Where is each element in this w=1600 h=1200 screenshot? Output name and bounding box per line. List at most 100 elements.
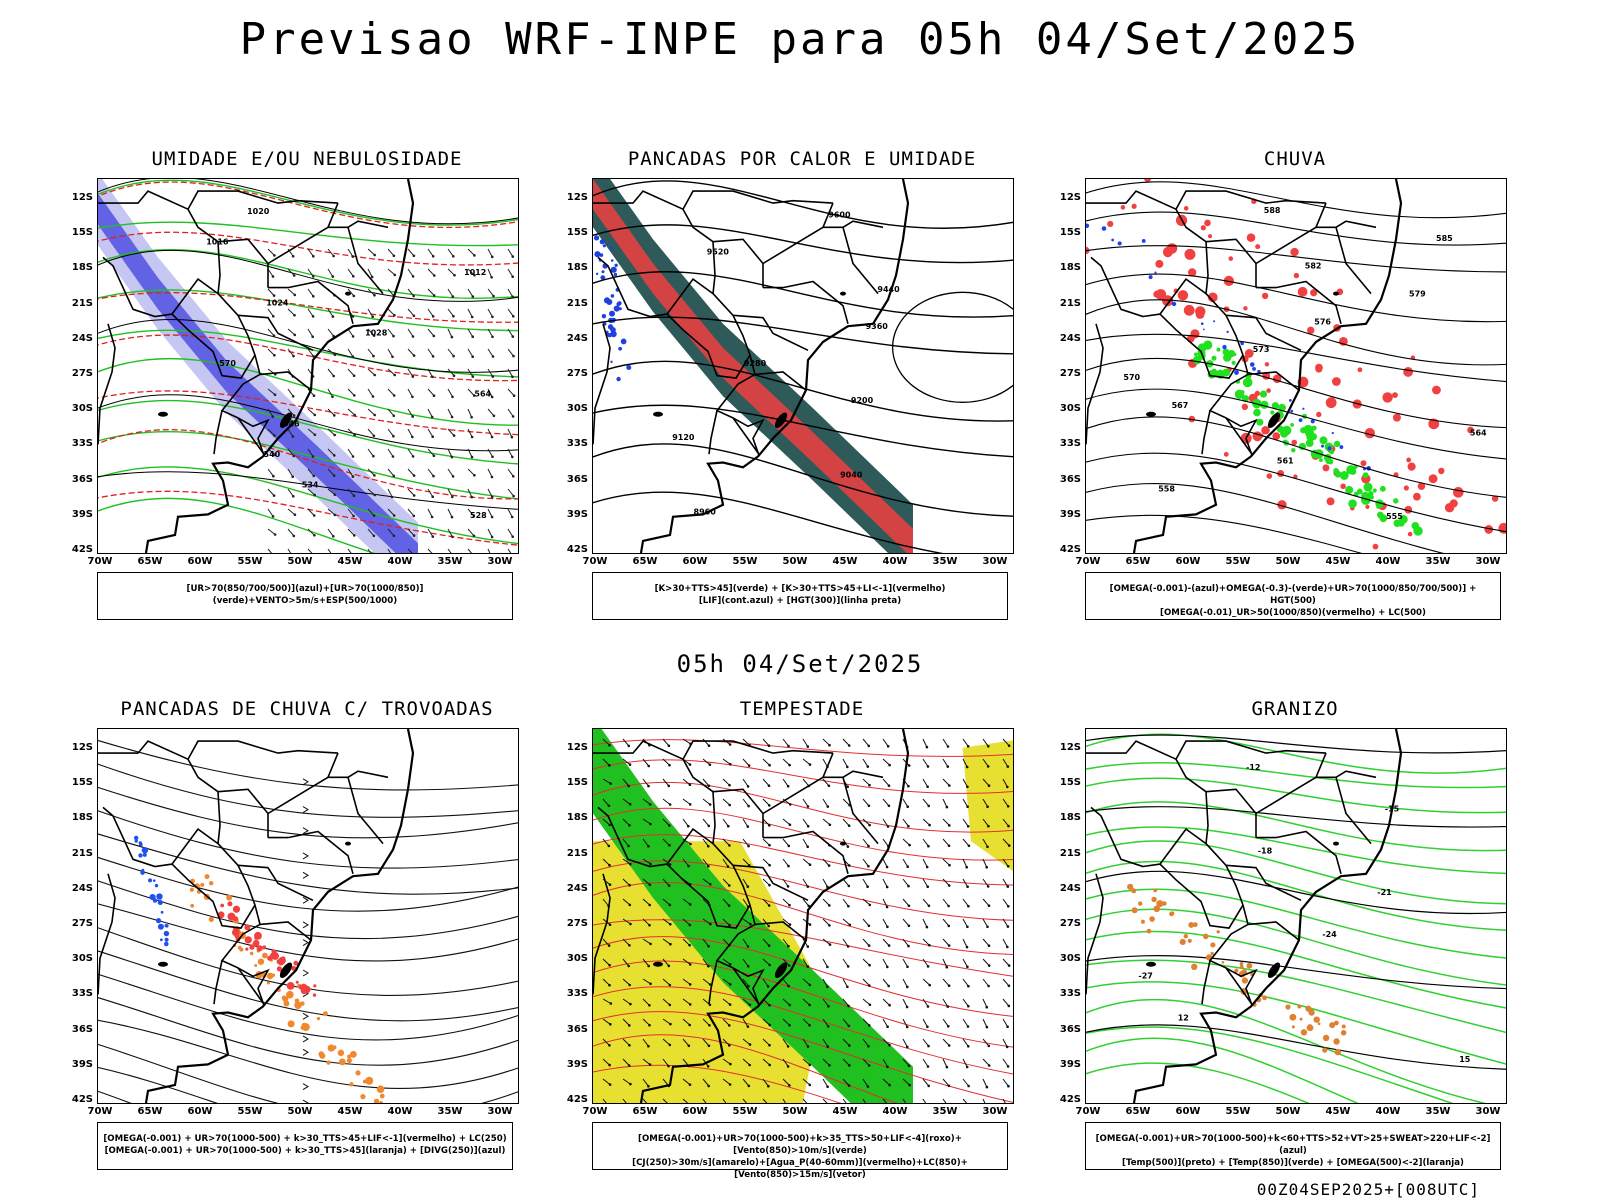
streamline [98, 763, 518, 818]
field-blob [164, 937, 169, 942]
field-blob [1270, 410, 1275, 415]
wind-vector [762, 818, 770, 826]
wind-vector-head [291, 475, 294, 479]
state-border [666, 863, 751, 929]
wind-vector [507, 408, 514, 417]
wind-vector [347, 328, 354, 337]
wind-vector-head [372, 354, 375, 358]
wind-vector-head [353, 413, 356, 417]
legend-line: [OMEGA(-0.001)-(azul)+OMEGA(-0.3)-(verde… [1109, 584, 1477, 606]
wind-vector [822, 1078, 829, 1087]
political-borders [593, 179, 910, 553]
field-blob [1210, 951, 1214, 956]
wind-vector-head [511, 275, 514, 278]
latitude-tick-label: 27S [71, 918, 93, 929]
coastline [1132, 179, 1403, 553]
wind-vector-head [333, 414, 336, 417]
latitude-tick-label: 12S [71, 192, 93, 203]
field-blob [614, 263, 618, 268]
wind-vector [427, 528, 434, 537]
longitude-tick-label: 30W [982, 556, 1008, 567]
wind-vector [267, 528, 276, 535]
wind-vector-head [748, 1063, 751, 1067]
field-blob [1131, 203, 1137, 209]
wind-vector-head [490, 395, 494, 399]
wind-vector [702, 858, 709, 867]
field-blob [232, 905, 241, 913]
latitude-tick-label: 21S [566, 847, 588, 859]
field-blob [1341, 1024, 1346, 1029]
wind-vector [842, 998, 849, 1007]
wind-vector [347, 268, 354, 277]
wind-vector-head [450, 455, 454, 459]
latitude-tick-label: 42S [71, 544, 93, 555]
latitude-tick-label: 42S [1059, 1094, 1081, 1105]
field-blob [319, 1052, 326, 1059]
wind-vector [942, 818, 950, 826]
wind-vector [447, 368, 455, 377]
wind-vector [922, 998, 929, 1007]
field-blob [1290, 409, 1294, 413]
wind-vector-head [1007, 824, 1010, 828]
wind-vector-head [826, 965, 829, 969]
wind-vector-head [806, 805, 810, 808]
wind-vector [822, 1038, 829, 1047]
contour-line [593, 807, 1013, 861]
wind-vector-head [987, 745, 990, 748]
contour-label: 570 [219, 359, 236, 368]
wind-vector [682, 798, 691, 805]
wind-vector [327, 428, 336, 436]
field-blob [1222, 344, 1227, 350]
wind-vector-head [947, 944, 951, 947]
wind-vector [467, 508, 475, 517]
wind-vector-head [707, 784, 711, 788]
wind-vector [762, 1078, 769, 1087]
wind-vector-head [906, 805, 909, 808]
wind-vector-head [728, 783, 731, 787]
wind-vector-head [688, 1023, 691, 1027]
wind-vector-head [628, 803, 632, 806]
lake [1146, 961, 1156, 967]
wind-vector-head [786, 885, 790, 888]
field-blob [1223, 451, 1229, 457]
wind-vector [347, 528, 355, 536]
wind-vector [662, 758, 670, 766]
wind-vector [507, 548, 512, 553]
wind-vector [842, 1078, 850, 1086]
wind-vector [642, 878, 651, 886]
wind-vector [742, 998, 751, 1006]
contour-label: 12 [1178, 1013, 1189, 1022]
wind-vector [702, 1038, 710, 1047]
wind-vector [962, 858, 968, 868]
wind-vector-head [473, 474, 476, 477]
wind-vector-head [332, 474, 336, 477]
wind-vector [742, 778, 749, 787]
field-blob [1364, 427, 1375, 439]
wind-vector [387, 328, 394, 337]
wind-vector [862, 998, 871, 1006]
wind-vector-head [868, 963, 871, 967]
wind-vector-head [808, 923, 812, 926]
field-blob [1334, 1048, 1342, 1056]
wind-vector [822, 738, 830, 746]
state-border [1247, 921, 1300, 941]
wind-vector [642, 938, 651, 945]
wind-vector-head [746, 825, 750, 828]
wind-vector-head [728, 884, 731, 887]
field-blob [1207, 292, 1218, 303]
field-blob [349, 1050, 357, 1058]
field-blob [237, 945, 242, 950]
wind-vector [642, 1098, 648, 1103]
latitude-tick-label: 15S [71, 777, 93, 789]
wind-vector-head [352, 275, 355, 278]
wind-vector-head [925, 745, 929, 749]
streamline [98, 739, 518, 791]
wind-vector-head [806, 965, 810, 968]
state-border [1247, 371, 1300, 391]
field-blob [1216, 347, 1221, 352]
coastline [144, 179, 415, 553]
wind-vector-head [450, 415, 454, 419]
wind-vector [407, 528, 415, 536]
wind-vector [822, 998, 829, 1007]
wind-vector-head [788, 1023, 791, 1027]
